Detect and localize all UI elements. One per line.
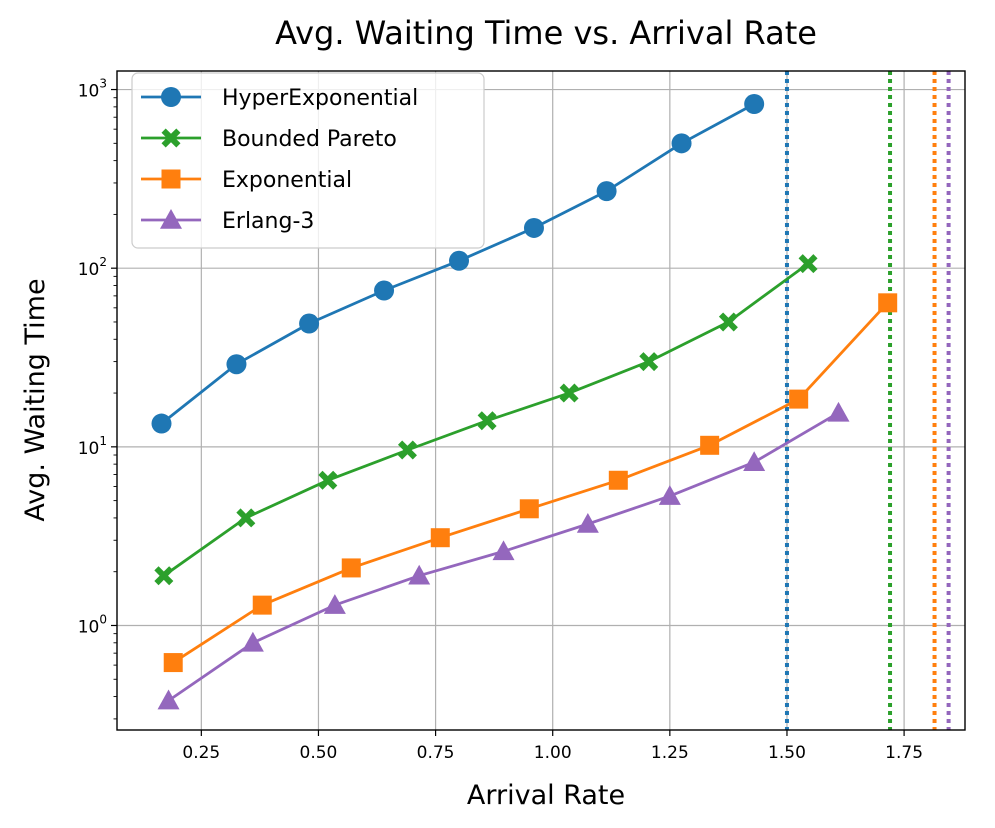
data-point-erlang-3 <box>408 564 431 585</box>
x-axis-label: Arrival Rate <box>467 780 625 811</box>
y-tick-label: 101 <box>78 434 107 459</box>
series-group <box>151 94 898 710</box>
legend-marker <box>161 87 181 107</box>
limit-lines <box>784 71 951 730</box>
x-tick-label: 1.00 <box>534 743 572 763</box>
series-line-exponential <box>172 301 889 664</box>
y-tick-label: 100 <box>78 612 107 637</box>
data-point-bounded-pareto <box>718 312 738 332</box>
data-point-exponential <box>700 435 720 455</box>
data-point-erlang-3 <box>658 485 681 505</box>
legend-item-hyperexponential: HyperExponential <box>141 86 418 111</box>
data-point-hyperexponential <box>671 133 692 154</box>
x-tick-label: 1.25 <box>651 743 689 763</box>
data-point-bounded-pareto <box>559 383 579 403</box>
data-point-bounded-pareto <box>798 254 818 274</box>
legend-label: Erlang-3 <box>222 209 314 234</box>
x-tick-label: 0.75 <box>417 743 455 763</box>
legend-marker <box>160 209 182 229</box>
data-point-hyperexponential <box>226 354 247 375</box>
data-point-exponential <box>519 499 539 519</box>
x-tick-label: 0.25 <box>182 743 220 763</box>
series-exponential <box>163 293 898 673</box>
x-tick-label: 1.50 <box>768 743 806 763</box>
data-point-bounded-pareto <box>236 508 256 528</box>
data-point-erlang-3 <box>576 512 599 533</box>
data-point-bounded-pareto <box>477 411 497 431</box>
data-point-hyperexponential <box>151 413 172 434</box>
legend-label: HyperExponential <box>222 86 418 111</box>
x-tick-label: 0.50 <box>300 743 338 763</box>
data-point-exponential <box>163 653 183 673</box>
data-point-hyperexponential <box>449 250 470 271</box>
y-tick-label: 103 <box>78 77 107 102</box>
data-point-hyperexponential <box>299 313 320 334</box>
series-bounded-pareto <box>154 254 818 586</box>
data-point-exponential <box>878 293 898 313</box>
series-erlang-3 <box>157 401 850 710</box>
y-tick-label: 102 <box>78 255 107 280</box>
legend-box <box>131 72 485 249</box>
legend-item-exponential: Exponential <box>141 168 352 193</box>
legend-item-erlang-3: Erlang-3 <box>141 209 314 234</box>
plot-frame <box>116 70 966 731</box>
x-tick-label: 1.75 <box>885 743 923 763</box>
data-point-bounded-pareto <box>397 440 417 460</box>
data-point-bounded-pareto <box>639 352 659 372</box>
legend: HyperExponential Bounded Pareto Exponentia… <box>131 72 485 249</box>
y-axis-label: Avg. Waiting Time <box>20 278 51 521</box>
legend-label: Bounded Pareto <box>222 127 397 152</box>
data-point-exponential <box>341 558 361 578</box>
data-point-exponential <box>789 389 809 409</box>
legend-marker <box>161 169 181 189</box>
data-point-erlang-3 <box>743 451 766 472</box>
data-point-exponential <box>252 595 272 615</box>
data-point-exponential <box>608 470 628 490</box>
data-point-hyperexponential <box>374 280 395 301</box>
data-point-bounded-pareto <box>154 566 174 586</box>
x-axis-ticks: 0.25 0.50 0.75 1.00 1.25 1.50 1.75 <box>182 730 923 763</box>
data-point-erlang-3 <box>323 594 346 614</box>
legend-marker <box>161 128 181 148</box>
chart-title: Avg. Waiting Time vs. Arrival Rate <box>275 14 817 52</box>
data-point-bounded-pareto <box>318 470 338 490</box>
data-point-erlang-3 <box>827 401 850 422</box>
data-point-erlang-3 <box>492 540 515 561</box>
data-point-exponential <box>430 528 450 548</box>
series-hyperexponential <box>151 94 765 434</box>
y-axis-ticks: 100 101 102 103 <box>78 77 117 720</box>
data-point-hyperexponential <box>523 217 544 238</box>
data-point-hyperexponential <box>596 181 617 202</box>
data-point-hyperexponential <box>744 94 765 115</box>
legend-label: Exponential <box>222 168 352 193</box>
data-point-erlang-3 <box>241 631 264 652</box>
data-point-erlang-3 <box>157 689 180 710</box>
legend-item-bounded-pareto: Bounded Pareto <box>141 127 397 152</box>
